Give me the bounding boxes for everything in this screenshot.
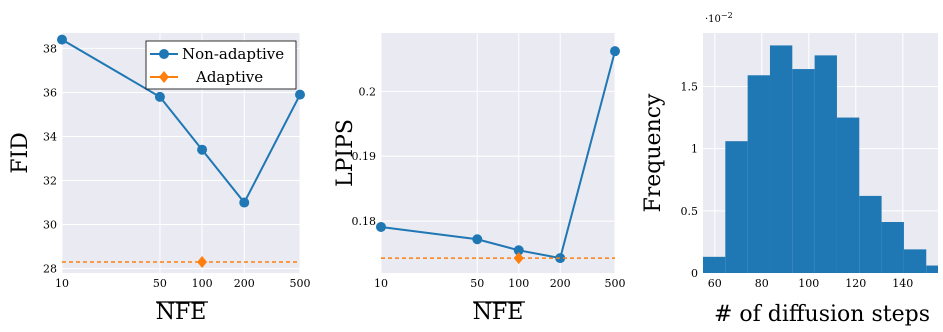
histogram-y-axis-label: Frequency: [641, 93, 666, 213]
x-tick-label: 50: [470, 277, 484, 290]
y-tick-label: 38: [43, 42, 57, 55]
histogram-panel: 60 80 100 120 140 0 0.5 1 1.5 # of diffusion st…: [641, 11, 938, 327]
y-tick-label: 30: [43, 219, 57, 232]
y-tick-label: 36: [43, 86, 57, 99]
legend-box: [145, 40, 297, 90]
x-tick-label: 200: [550, 277, 571, 290]
y-tick-label: 1.5: [681, 80, 699, 93]
legend-adaptive-marker: [159, 71, 169, 83]
fid-series: [57, 34, 305, 268]
non-adaptive-point: [555, 253, 566, 264]
legend-non-adaptive-label: Non-adaptive: [182, 45, 284, 63]
non-adaptive-point: [472, 234, 483, 245]
non-adaptive-point: [239, 197, 250, 208]
y-tick-label: 0.19: [352, 150, 377, 163]
non-adaptive-point: [513, 245, 524, 256]
histogram-x-ticks: 60 80 100 120 140: [708, 277, 914, 290]
lpips-plot-area: [381, 33, 615, 273]
lpips-y-axis-label: LPIPS: [333, 119, 358, 187]
multiplier-exponent: −2: [721, 11, 733, 20]
histogram-bar: [881, 222, 904, 273]
non-adaptive-point: [295, 89, 305, 100]
fid-x-axis-label: NFE: [156, 300, 207, 325]
multiplier-base: ·10: [705, 14, 721, 25]
histogram-x-axis-label: # of diffusion steps: [714, 302, 930, 327]
legend-adaptive-label: Adaptive: [195, 68, 263, 86]
non-adaptive-point: [197, 144, 208, 155]
x-tick-label: 100: [192, 277, 213, 290]
histogram-bar: [792, 69, 815, 273]
non-adaptive-point: [57, 34, 67, 45]
fid-legend: Non-adaptive Adaptive: [145, 40, 297, 90]
x-tick-label: 50: [153, 277, 167, 290]
legend-non-adaptive-marker: [159, 49, 169, 59]
y-tick-label: 34: [43, 130, 57, 143]
lpips-y-ticks: 0.18 0.19 0.2: [352, 85, 377, 228]
x-tick-label: 60: [708, 277, 722, 290]
histogram-bar: [859, 195, 882, 273]
x-tick-label: 200: [234, 277, 255, 290]
adaptive-point: [513, 252, 524, 265]
x-tick-label: 500: [605, 277, 626, 290]
y-tick-label: 32: [43, 175, 57, 188]
y-tick-label: 0.2: [359, 85, 377, 98]
fid-y-ticks: 28 30 32 34 36 38: [43, 42, 57, 275]
histogram-bar: [703, 256, 726, 273]
y-tick-label: 0.18: [352, 215, 377, 228]
adaptive-point: [197, 255, 208, 268]
x-tick-label: 120: [845, 277, 866, 290]
x-tick-label: 140: [892, 277, 913, 290]
x-tick-label: 100: [798, 277, 819, 290]
histogram-bar: [926, 265, 938, 273]
histogram-bars: [703, 45, 938, 274]
lpips-grid: [380, 33, 616, 273]
fid-y-axis-label: FID: [8, 132, 33, 174]
non-adaptive-point: [376, 221, 386, 232]
histogram-bar: [814, 55, 837, 273]
x-tick-label: 80: [755, 277, 769, 290]
y-tick-label: 1: [691, 143, 698, 156]
lpips-x-axis-label: NFE: [473, 300, 524, 325]
y-tick-label: 28: [43, 263, 57, 276]
y-tick-label: 0.5: [681, 205, 699, 218]
y-tick-label: 0: [691, 267, 698, 280]
lpips-x-ticks: 10 50 100 200 500: [374, 277, 626, 290]
fid-x-ticks: 10 50 100 200 500: [55, 277, 311, 290]
lpips-panel: 10 50 100 200 500 0.18 0.19 0.2 NFE LPIPS: [333, 33, 626, 325]
non-adaptive-point: [154, 91, 165, 102]
histogram-bar: [747, 75, 770, 274]
histogram-bar: [836, 117, 860, 273]
x-tick-label: 10: [374, 277, 388, 290]
histogram-bar: [725, 141, 748, 273]
histogram-bar: [903, 249, 927, 273]
lpips-series: [376, 46, 620, 265]
histogram-bar: [769, 45, 793, 273]
non-adaptive-point: [610, 46, 620, 57]
x-tick-label: 10: [55, 277, 69, 290]
histogram-y-multiplier: ·10−2: [705, 11, 733, 25]
fid-panel: 10 50 100 200 500 28 30 32 34 36 38 NFE FID Non-a…: [8, 33, 311, 325]
histogram-y-ticks: 0 0.5 1 1.5: [681, 80, 699, 280]
x-tick-label: 100: [508, 277, 529, 290]
x-tick-label: 500: [290, 277, 311, 290]
